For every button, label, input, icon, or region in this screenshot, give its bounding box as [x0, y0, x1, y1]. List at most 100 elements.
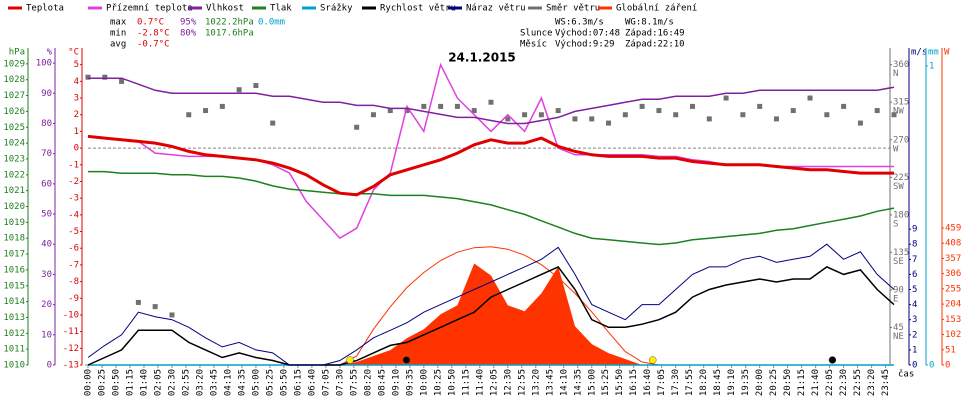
y-tick-label: 3	[912, 315, 917, 325]
y-tick-label: 1017	[3, 250, 25, 260]
x-tick-label: 07:30	[335, 369, 345, 396]
legend-label: Přízemní teplota	[106, 4, 193, 14]
sun-rise-marker	[346, 356, 354, 364]
direction-point	[203, 108, 209, 114]
direction-point	[857, 120, 863, 126]
axis-unit: mm	[928, 48, 939, 58]
x-tick-label: 15:25	[601, 369, 611, 396]
direction-point	[253, 83, 259, 89]
x-tick-label: 18:20	[699, 369, 709, 396]
y-tick-label: 90	[893, 285, 904, 295]
direction-point	[824, 112, 830, 118]
x-tick-label: 13:20	[531, 369, 541, 396]
sun-set: Západ:16:49	[625, 29, 685, 39]
y-tick-label: 1013	[3, 313, 25, 323]
x-tick-label: 05:25	[265, 369, 275, 396]
y-tick-label: 1	[74, 127, 79, 137]
direction-point	[152, 304, 158, 310]
y-tick-label: 1011	[3, 345, 25, 355]
x-tick-label: 00:25	[97, 369, 107, 396]
stat-press: 1017.6hPa	[205, 29, 254, 39]
direction-point	[387, 108, 393, 114]
direction-point	[135, 299, 141, 305]
y-tick-label: 20	[41, 300, 52, 310]
dir-label: SE	[893, 257, 904, 267]
direction-point	[673, 112, 679, 118]
direction-point	[841, 103, 847, 109]
moon-set: Západ:22:10	[625, 40, 685, 50]
x-tick-label: 22:30	[839, 369, 849, 396]
x-tick-label: 20:25	[769, 369, 779, 396]
series-line	[87, 243, 895, 366]
x-tick-label: 12:05	[489, 369, 499, 396]
y-tick-label: 306	[945, 269, 961, 279]
y-tick-label: 408	[945, 239, 961, 249]
x-tick-label: 01:15	[125, 369, 135, 396]
x-tick-label: 15:50	[615, 369, 625, 396]
x-tick-label: 02:05	[153, 369, 163, 396]
y-tick-label: 0	[945, 361, 950, 371]
x-tick-label: 18:45	[713, 369, 723, 396]
x-tick-label: 12:55	[517, 369, 527, 396]
stat-temp: -0.7°C	[137, 40, 170, 50]
y-tick-label: 1029	[3, 59, 25, 69]
y-tick-label: 40	[41, 240, 52, 250]
legend-label: Srážky	[320, 4, 353, 14]
direction-point	[488, 99, 494, 105]
legend-label: Směr větru	[546, 4, 600, 14]
legend-label: Teplota	[26, 4, 64, 14]
x-tick-label: 03:20	[195, 369, 205, 396]
direction-point	[690, 103, 695, 109]
y-tick-label: 135	[893, 248, 909, 258]
direction-point	[85, 74, 91, 80]
y-tick-label: 204	[945, 300, 961, 310]
direction-point	[740, 112, 746, 118]
x-tick-label: 11:15	[461, 369, 471, 396]
dir-label: S	[893, 219, 898, 229]
stat-hum: 80%	[180, 29, 197, 39]
x-tick-label: 17:30	[671, 369, 681, 396]
y-tick-label: 1022	[3, 170, 25, 180]
x-tick-label: 08:20	[363, 369, 373, 396]
y-tick-label: 315	[893, 98, 909, 108]
sun-rise: Východ:07:48	[555, 29, 620, 39]
y-tick-label: -10	[63, 310, 79, 320]
series-line	[87, 134, 894, 197]
y-tick-label: 255	[945, 284, 961, 294]
radiation-area	[88, 263, 894, 365]
direction-point	[471, 108, 477, 114]
y-tick-label: -3	[68, 194, 79, 204]
axis-unit: W	[944, 48, 950, 58]
y-tick-label: 153	[945, 315, 961, 325]
legend-label: Náraz větru	[466, 4, 526, 14]
x-tick-label: 23:20	[867, 369, 877, 396]
x-tick-label: 07:55	[349, 369, 359, 396]
x-tick-label: 03:45	[209, 369, 219, 396]
stat-label: min	[110, 29, 126, 39]
direction-point	[370, 112, 376, 118]
legend-label: Rychlost větru	[380, 4, 456, 14]
direction-point	[572, 116, 578, 122]
direction-point	[773, 116, 779, 122]
y-tick-label: 1016	[3, 265, 25, 275]
y-tick-label: 1018	[3, 234, 25, 244]
y-tick-label: 1020	[3, 202, 25, 212]
y-tick-label: 60	[41, 179, 52, 189]
y-tick-label: 1023	[3, 154, 25, 164]
axis-unit: m/s	[911, 48, 927, 58]
y-tick-label: 2	[912, 330, 917, 340]
y-tick-label: 90	[41, 89, 52, 99]
direction-point	[505, 116, 511, 122]
moon-label: Měsíc	[520, 40, 547, 50]
x-tick-label: 21:15	[797, 369, 807, 396]
series-line	[87, 265, 895, 366]
dir-label: NE	[893, 332, 904, 342]
x-tick-label: 12:30	[503, 369, 513, 396]
y-tick-label: 225	[893, 173, 909, 183]
sun-label: Slunce	[520, 29, 553, 39]
direction-point	[404, 108, 410, 114]
x-tick-label: 17:55	[685, 369, 695, 396]
y-tick-label: -7	[68, 260, 79, 270]
x-tick-label: 05:50	[279, 369, 289, 396]
direction-point	[589, 116, 595, 122]
